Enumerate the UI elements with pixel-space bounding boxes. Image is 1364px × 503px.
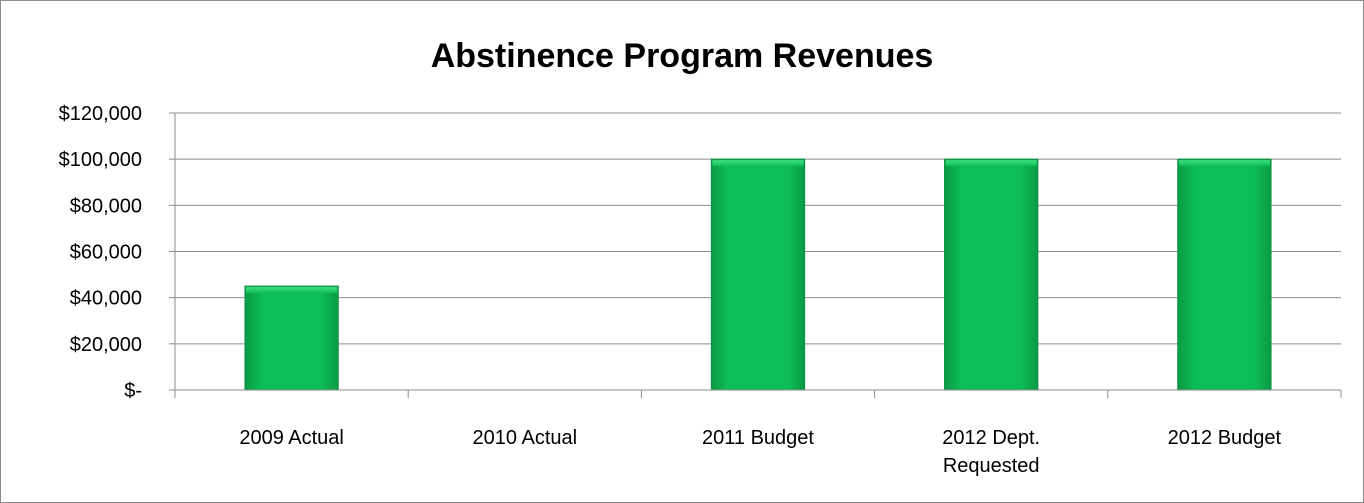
y-tick-label: $20,000 [70,334,142,356]
x-tick-label: 2010 Actual [473,427,578,449]
bar-highlight [945,160,1037,167]
y-axis-ticks: $- $20,000 $40,000 $60,000 $80,000 $100,000 $1… [59,103,175,402]
bars [244,158,1272,391]
x-tick-label: 2009 Actual [239,427,344,449]
x-tick-label: 2012 Dept. [942,427,1040,449]
x-axis-labels: 2009 Actual 2010 Actual 2011 Budget 2012 De… [239,427,1281,477]
bar-highlight [1178,160,1271,167]
bar [1177,158,1272,391]
y-tick-label: $- [124,380,142,402]
y-tick-label: $60,000 [70,242,142,264]
bar-highlight [712,160,804,167]
bar [710,158,806,391]
bar [944,158,1039,391]
y-tick-label: $80,000 [70,195,142,217]
y-tick-label: $100,000 [59,149,142,171]
y-tick-label: $40,000 [70,288,142,310]
x-tick-label: Requested [943,455,1040,477]
chart-title: Abstinence Program Revenues [431,37,934,75]
x-axis [174,113,1342,398]
x-tick-label: 2012 Budget [1168,427,1282,449]
bar [244,285,339,391]
bar-highlight [245,287,338,294]
y-tick-label: $120,000 [59,103,142,125]
x-tick-label: 2011 Budget [702,427,814,449]
